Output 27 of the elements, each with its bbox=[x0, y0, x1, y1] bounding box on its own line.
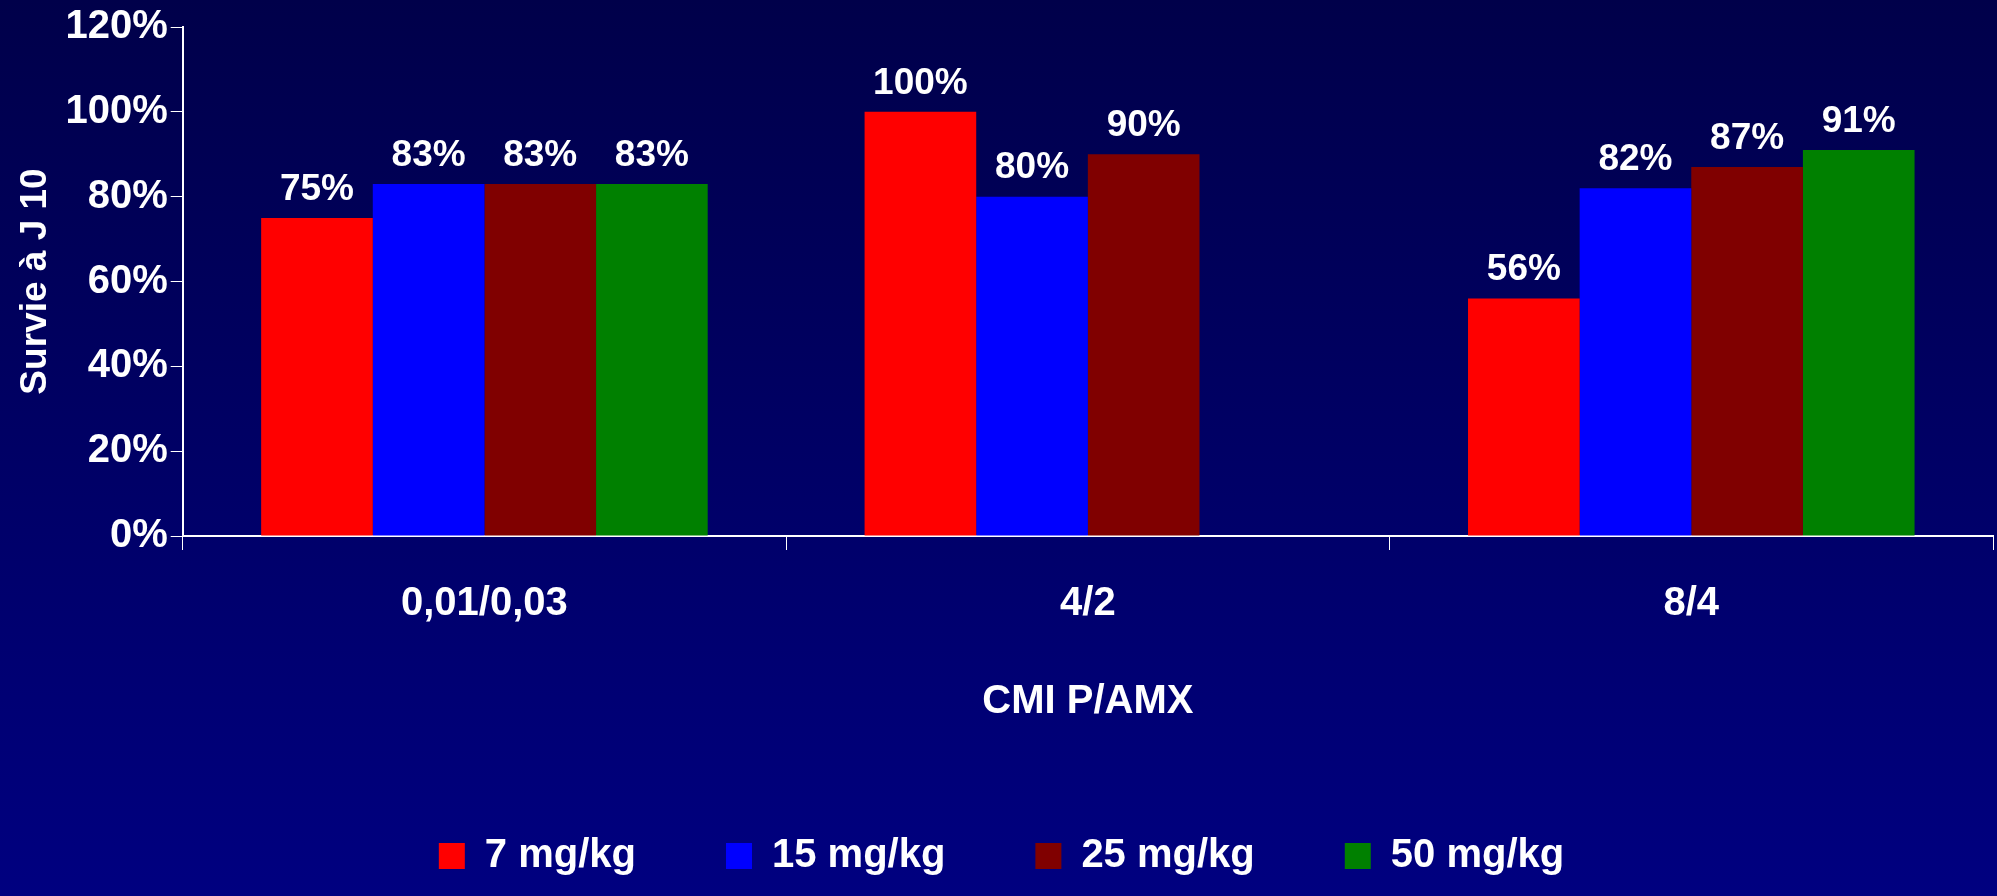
y-axis-title: Survie à J 10 bbox=[13, 168, 55, 395]
y-tick-label: 120% bbox=[65, 2, 168, 47]
x-tick-label: 8/4 bbox=[1663, 579, 1720, 624]
y-tick-label: 40% bbox=[87, 341, 168, 386]
y-tick-label: 80% bbox=[87, 171, 168, 216]
legend-label: 7 mg/kg bbox=[484, 831, 636, 876]
data-label: 91% bbox=[1821, 98, 1896, 140]
legend-label: 50 mg/kg bbox=[1390, 831, 1565, 876]
data-label: 82% bbox=[1598, 136, 1673, 178]
data-label: 100% bbox=[873, 60, 968, 102]
y-tick-label: 0% bbox=[109, 511, 168, 556]
y-tick-label: 100% bbox=[65, 86, 168, 131]
x-tick-label: 0,01/0,03 bbox=[401, 579, 568, 624]
data-label: 56% bbox=[1486, 247, 1561, 289]
data-label: 83% bbox=[614, 132, 689, 174]
legend-label: 15 mg/kg bbox=[771, 831, 946, 876]
data-label: 83% bbox=[503, 132, 578, 174]
data-label: 75% bbox=[279, 166, 354, 208]
y-tick-label: 20% bbox=[87, 426, 168, 471]
legend-label: 25 mg/kg bbox=[1081, 831, 1255, 876]
data-label: 83% bbox=[391, 132, 466, 174]
y-tick-label: 60% bbox=[87, 256, 168, 301]
x-tick-label: 4/2 bbox=[1060, 579, 1116, 624]
data-label: 87% bbox=[1710, 115, 1785, 157]
x-axis-title: CMI P/AMX bbox=[982, 677, 1194, 722]
data-label: 90% bbox=[1106, 102, 1181, 144]
data-label: 80% bbox=[995, 145, 1070, 187]
